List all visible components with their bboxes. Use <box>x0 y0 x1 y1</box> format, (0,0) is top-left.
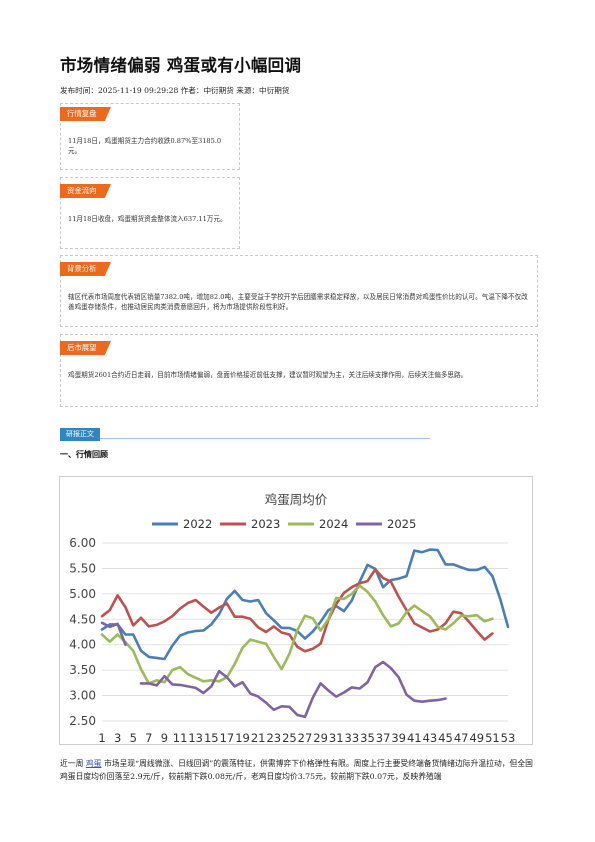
section-heading: 一、行情回顾 <box>60 449 108 459</box>
summary-box-market-review: 行情复盘 11月18日，鸡蛋期货主力合约收跌0.87%至3185.0元。 <box>60 103 240 170</box>
series-line-2024 <box>100 584 494 685</box>
summary-box-background: 背景分析 辖区代表市场周度代表销区销量7382.0吨，增加82.0吨，主要受益于… <box>60 255 538 327</box>
review-paragraph: 近一周 鸡蛋 市场呈现“周线微涨、日线回调”的震荡特征，供需博弈下价格弹性有限。… <box>60 757 540 783</box>
series-line-2025 <box>100 621 127 646</box>
y-tick-label: 6.00 <box>69 536 96 550</box>
x-tick-label: 51 <box>485 731 500 744</box>
summary-box-outlook: 后市展望 鸡蛋期货2601合约近日走弱，目前市场情绪偏弱，盘面价格接近前低支撑，… <box>60 334 538 407</box>
x-tick-label: 13 <box>188 731 203 744</box>
legend-label-2022: 2022 <box>183 517 212 531</box>
x-tick-label: 19 <box>235 731 250 744</box>
series-line-2022 <box>100 548 510 661</box>
tag-background: 背景分析 <box>60 262 111 276</box>
x-tick-label: 35 <box>360 731 375 744</box>
article-meta: 发布时间：2025-11-19 09:29:28 作者：中衍期货 来源：中衍期货 <box>60 86 290 95</box>
y-tick-label: 3.50 <box>69 663 96 677</box>
x-tick-label: 17 <box>220 731 235 744</box>
tag-market-review: 行情复盘 <box>60 107 111 121</box>
chart-title: 鸡蛋周均价 <box>265 492 328 507</box>
report-tab-underline <box>60 438 430 439</box>
x-tick-label: 3 <box>114 731 121 744</box>
y-tick-label: 2.50 <box>69 714 96 728</box>
x-tick-label: 41 <box>407 731 422 744</box>
x-tick-label: 39 <box>391 731 406 744</box>
series-line-2023 <box>100 568 494 653</box>
x-tick-label: 1 <box>98 731 105 744</box>
y-tick-label: 5.00 <box>69 587 96 601</box>
y-tick-label: 5.50 <box>69 561 96 575</box>
box-text-fund-flow: 11月18日收盘，鸡蛋期货资金整体流入637.11万元。 <box>68 215 227 223</box>
x-tick-label: 27 <box>298 731 313 744</box>
x-tick-label: 23 <box>266 731 281 744</box>
egg-keyword-link[interactable]: 鸡蛋 <box>85 759 102 768</box>
tag-outlook: 后市展望 <box>60 341 111 355</box>
report-body-tab[interactable]: 研报正文 <box>60 428 100 441</box>
y-tick-label: 3.00 <box>69 689 96 703</box>
x-tick-label: 53 <box>501 731 516 744</box>
x-tick-label: 43 <box>423 731 438 744</box>
box-text-outlook: 鸡蛋期货2601合约近日走弱，目前市场情绪偏弱，盘面价格接近前低支撑，建议暂时观… <box>68 371 468 379</box>
x-tick-label: 37 <box>376 731 391 744</box>
x-tick-label: 47 <box>454 731 469 744</box>
series-line-2025 <box>139 660 447 719</box>
x-tick-label: 25 <box>282 731 297 744</box>
tag-fund-flow: 资金流向 <box>60 184 111 198</box>
x-tick-label: 45 <box>438 731 453 744</box>
article-title: 市场情绪偏弱 鸡蛋或有小幅回调 <box>60 56 302 75</box>
box-text-background: 辖区代表市场周度代表销区销量7382.0吨，增加82.0吨，主要受益于学校开学后… <box>68 293 528 311</box>
x-tick-label: 31 <box>329 731 344 744</box>
box-text-market-review: 11月18日，鸡蛋期货主力合约收跌0.87%至3185.0元。 <box>68 137 222 155</box>
x-tick-label: 49 <box>469 731 484 744</box>
paragraph-post: 市场呈现“周线微涨、日线回调”的震荡特征，供需博弈下价格弹性有限。周度上行主要受… <box>60 759 533 781</box>
legend-label-2024: 2024 <box>319 517 348 531</box>
x-tick-label: 29 <box>313 731 328 744</box>
y-tick-label: 4.50 <box>69 612 96 626</box>
y-tick-label: 4.00 <box>69 638 96 652</box>
x-tick-label: 33 <box>345 731 360 744</box>
x-tick-label: 7 <box>145 731 152 744</box>
x-tick-label: 15 <box>204 731 219 744</box>
legend-label-2025: 2025 <box>387 517 416 531</box>
x-tick-label: 11 <box>173 731 188 744</box>
legend-label-2023: 2023 <box>251 517 280 531</box>
x-tick-label: 21 <box>251 731 266 744</box>
paragraph-pre: 近一周 <box>60 759 86 768</box>
chart-frame: 鸡蛋周均价 6.00 5.50 5.00 4.50 4.00 3.50 3.00 2.50 1 3 5… <box>59 476 533 745</box>
x-tick-label: 9 <box>161 731 168 744</box>
x-tick-label: 5 <box>130 731 137 744</box>
summary-box-fund-flow: 资金流向 11月18日收盘，鸡蛋期货资金整体流入637.11万元。 <box>60 177 240 249</box>
